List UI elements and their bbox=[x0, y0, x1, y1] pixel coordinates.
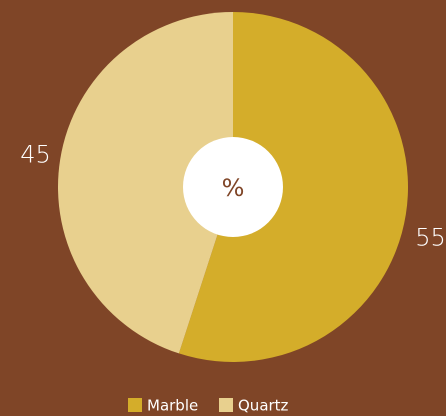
center-label: % bbox=[222, 174, 245, 202]
data-label: 45 bbox=[20, 141, 51, 169]
legend-swatch bbox=[128, 398, 142, 412]
data-label: 55 bbox=[415, 223, 446, 251]
legend-swatch bbox=[219, 398, 233, 412]
legend-label: Marble bbox=[147, 397, 198, 415]
pie-slice bbox=[58, 12, 234, 354]
pie-slice bbox=[178, 12, 409, 363]
legend-label: Quartz bbox=[238, 397, 289, 415]
center-circle bbox=[183, 137, 283, 237]
